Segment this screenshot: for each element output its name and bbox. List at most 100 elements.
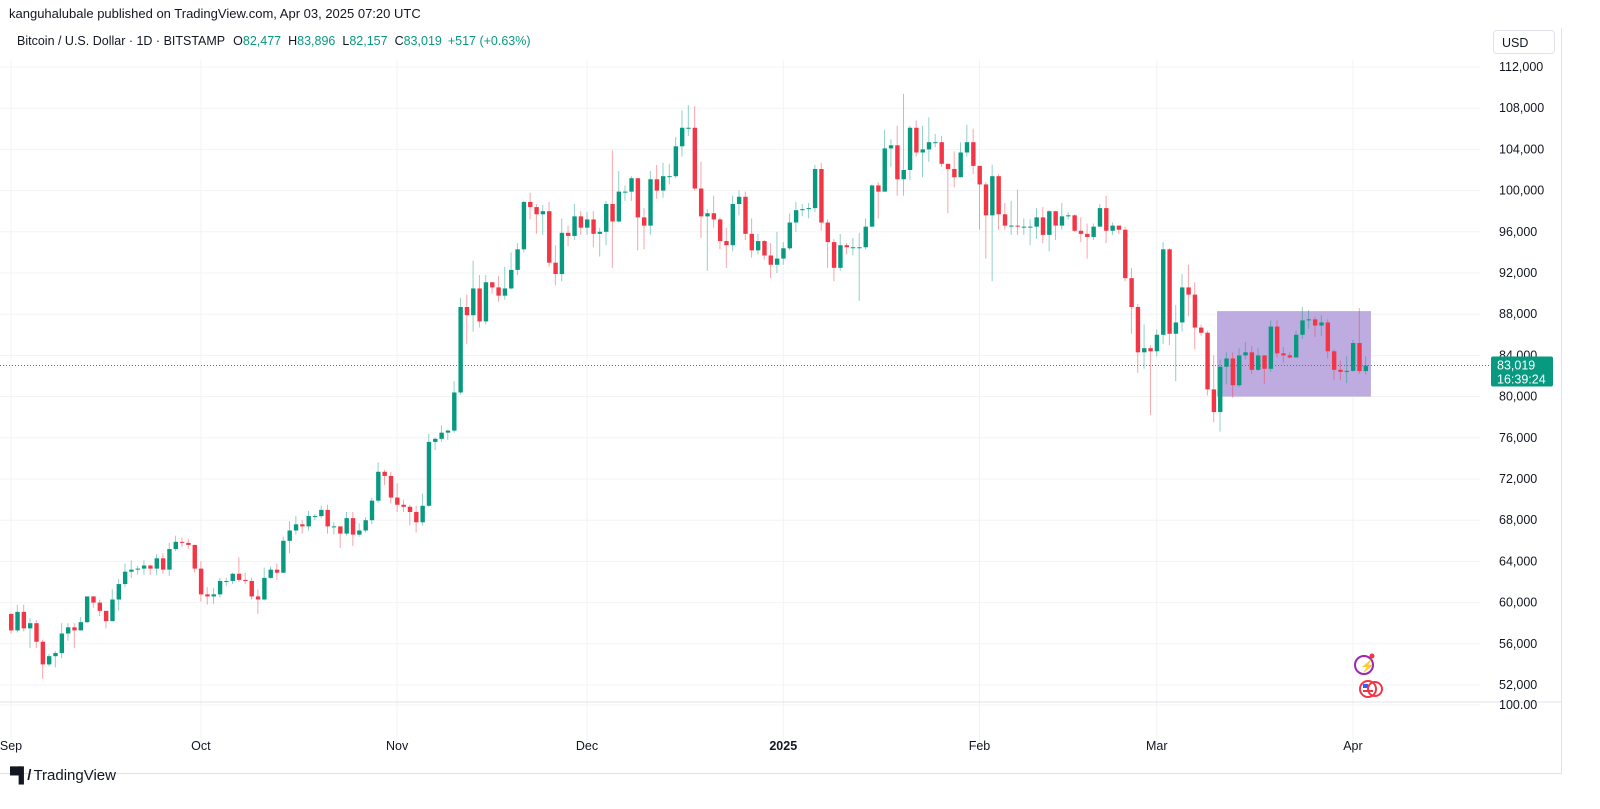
- candle-down: [553, 262, 558, 275]
- candle-down: [401, 504, 406, 507]
- candle-down: [983, 184, 989, 216]
- y-tick-label: 108,000: [1499, 101, 1544, 115]
- candle-up: [445, 430, 451, 433]
- candle-up: [585, 219, 590, 228]
- candle-up: [882, 148, 887, 192]
- candle-up: [1180, 287, 1185, 323]
- volume-pane-label: 100.00: [1499, 698, 1537, 712]
- close-value: 83,019: [403, 34, 442, 48]
- x-tick-label: Mar: [1146, 739, 1168, 753]
- candle-up: [604, 203, 609, 232]
- candle-up: [331, 526, 337, 528]
- candle-down: [9, 613, 14, 631]
- candle-up: [838, 245, 843, 268]
- candle-up: [806, 208, 811, 210]
- candle-up: [572, 216, 577, 236]
- candle-down: [1053, 211, 1058, 226]
- candle-down: [477, 288, 482, 322]
- tradingview-logo[interactable]: ▀▌/ TradingView: [10, 767, 116, 784]
- candle-down: [717, 219, 723, 242]
- open-label: O: [233, 34, 243, 48]
- candle-up: [521, 201, 527, 250]
- candle-up: [629, 178, 634, 192]
- candle-up: [1034, 217, 1039, 227]
- y-tick-label: 100,000: [1499, 184, 1544, 198]
- lightning-event-icon[interactable]: [1354, 655, 1374, 675]
- candle-down: [566, 232, 571, 236]
- y-tick-label: 76,000: [1499, 431, 1537, 445]
- y-tick-label: 64,000: [1499, 554, 1537, 568]
- candle-up: [110, 599, 115, 622]
- candle-down: [274, 569, 280, 573]
- candle-up: [1097, 208, 1103, 227]
- candle-down: [1312, 319, 1318, 326]
- candle-up: [1243, 352, 1248, 356]
- candle-down: [72, 627, 77, 631]
- candle-down: [1230, 358, 1236, 386]
- candle-down: [831, 242, 837, 268]
- candle-down: [91, 596, 96, 603]
- candle-up: [1224, 358, 1229, 367]
- candle-down: [325, 509, 330, 527]
- candle-up: [154, 558, 159, 569]
- candle-down: [407, 506, 413, 512]
- candle-down: [186, 542, 191, 545]
- candle-up: [857, 247, 862, 249]
- candle-up: [59, 633, 65, 654]
- candle-down: [1287, 355, 1293, 358]
- candle-up: [667, 176, 672, 178]
- candle-up: [863, 226, 868, 248]
- candle-down: [749, 233, 755, 251]
- candle-down: [1249, 352, 1255, 370]
- candle-up: [262, 577, 267, 600]
- candle-up: [471, 288, 476, 316]
- candle-up: [793, 210, 799, 223]
- y-tick-label: 60,000: [1499, 596, 1537, 610]
- candle-down: [635, 178, 641, 218]
- candle-up: [888, 145, 894, 149]
- candle-down: [844, 245, 849, 248]
- candle-up: [15, 611, 20, 631]
- candle-up: [1028, 226, 1033, 228]
- candle-up: [306, 516, 311, 527]
- candle-down: [464, 306, 470, 316]
- candle-up: [1059, 216, 1065, 226]
- x-tick-label: Feb: [969, 739, 991, 753]
- candle-up: [679, 127, 685, 147]
- last-price-value: 83,019: [1497, 359, 1535, 373]
- candle-down: [414, 511, 419, 523]
- candle-up: [452, 392, 457, 431]
- candle-up: [65, 627, 71, 634]
- candle-down: [1262, 355, 1267, 369]
- candle-up: [53, 653, 58, 657]
- currency-button[interactable]: USD: [1493, 30, 1555, 54]
- candle-up: [509, 269, 514, 289]
- x-tick-label: Sep: [0, 739, 22, 753]
- candle-up: [1237, 355, 1242, 386]
- candle-down: [1186, 287, 1191, 295]
- high-label: H: [288, 34, 298, 48]
- y-tick-label: 72,000: [1499, 472, 1537, 486]
- candle-up: [990, 176, 995, 216]
- candle-down: [1104, 208, 1109, 231]
- candle-up: [281, 540, 286, 573]
- x-tick-label: 2025: [769, 739, 797, 753]
- candle-up: [141, 565, 147, 569]
- candle-down: [1002, 214, 1008, 226]
- y-tick-label: 56,000: [1499, 637, 1537, 651]
- candle-up: [129, 569, 134, 572]
- candle-down: [1275, 326, 1280, 354]
- candle-down: [642, 217, 647, 226]
- candle-down: [1199, 327, 1204, 333]
- candle-up: [1161, 249, 1166, 335]
- candle-up: [230, 573, 235, 581]
- x-tick-label: Apr: [1343, 739, 1362, 753]
- candle-up: [344, 518, 349, 534]
- symbol-title: Bitcoin / U.S. Dollar · 1D · BITSTAMP: [17, 34, 226, 48]
- candle-down: [762, 241, 767, 256]
- y-tick-label: 96,000: [1499, 225, 1537, 239]
- candle-up: [1047, 211, 1052, 235]
- candle-up: [439, 432, 444, 439]
- candle-up: [933, 142, 938, 144]
